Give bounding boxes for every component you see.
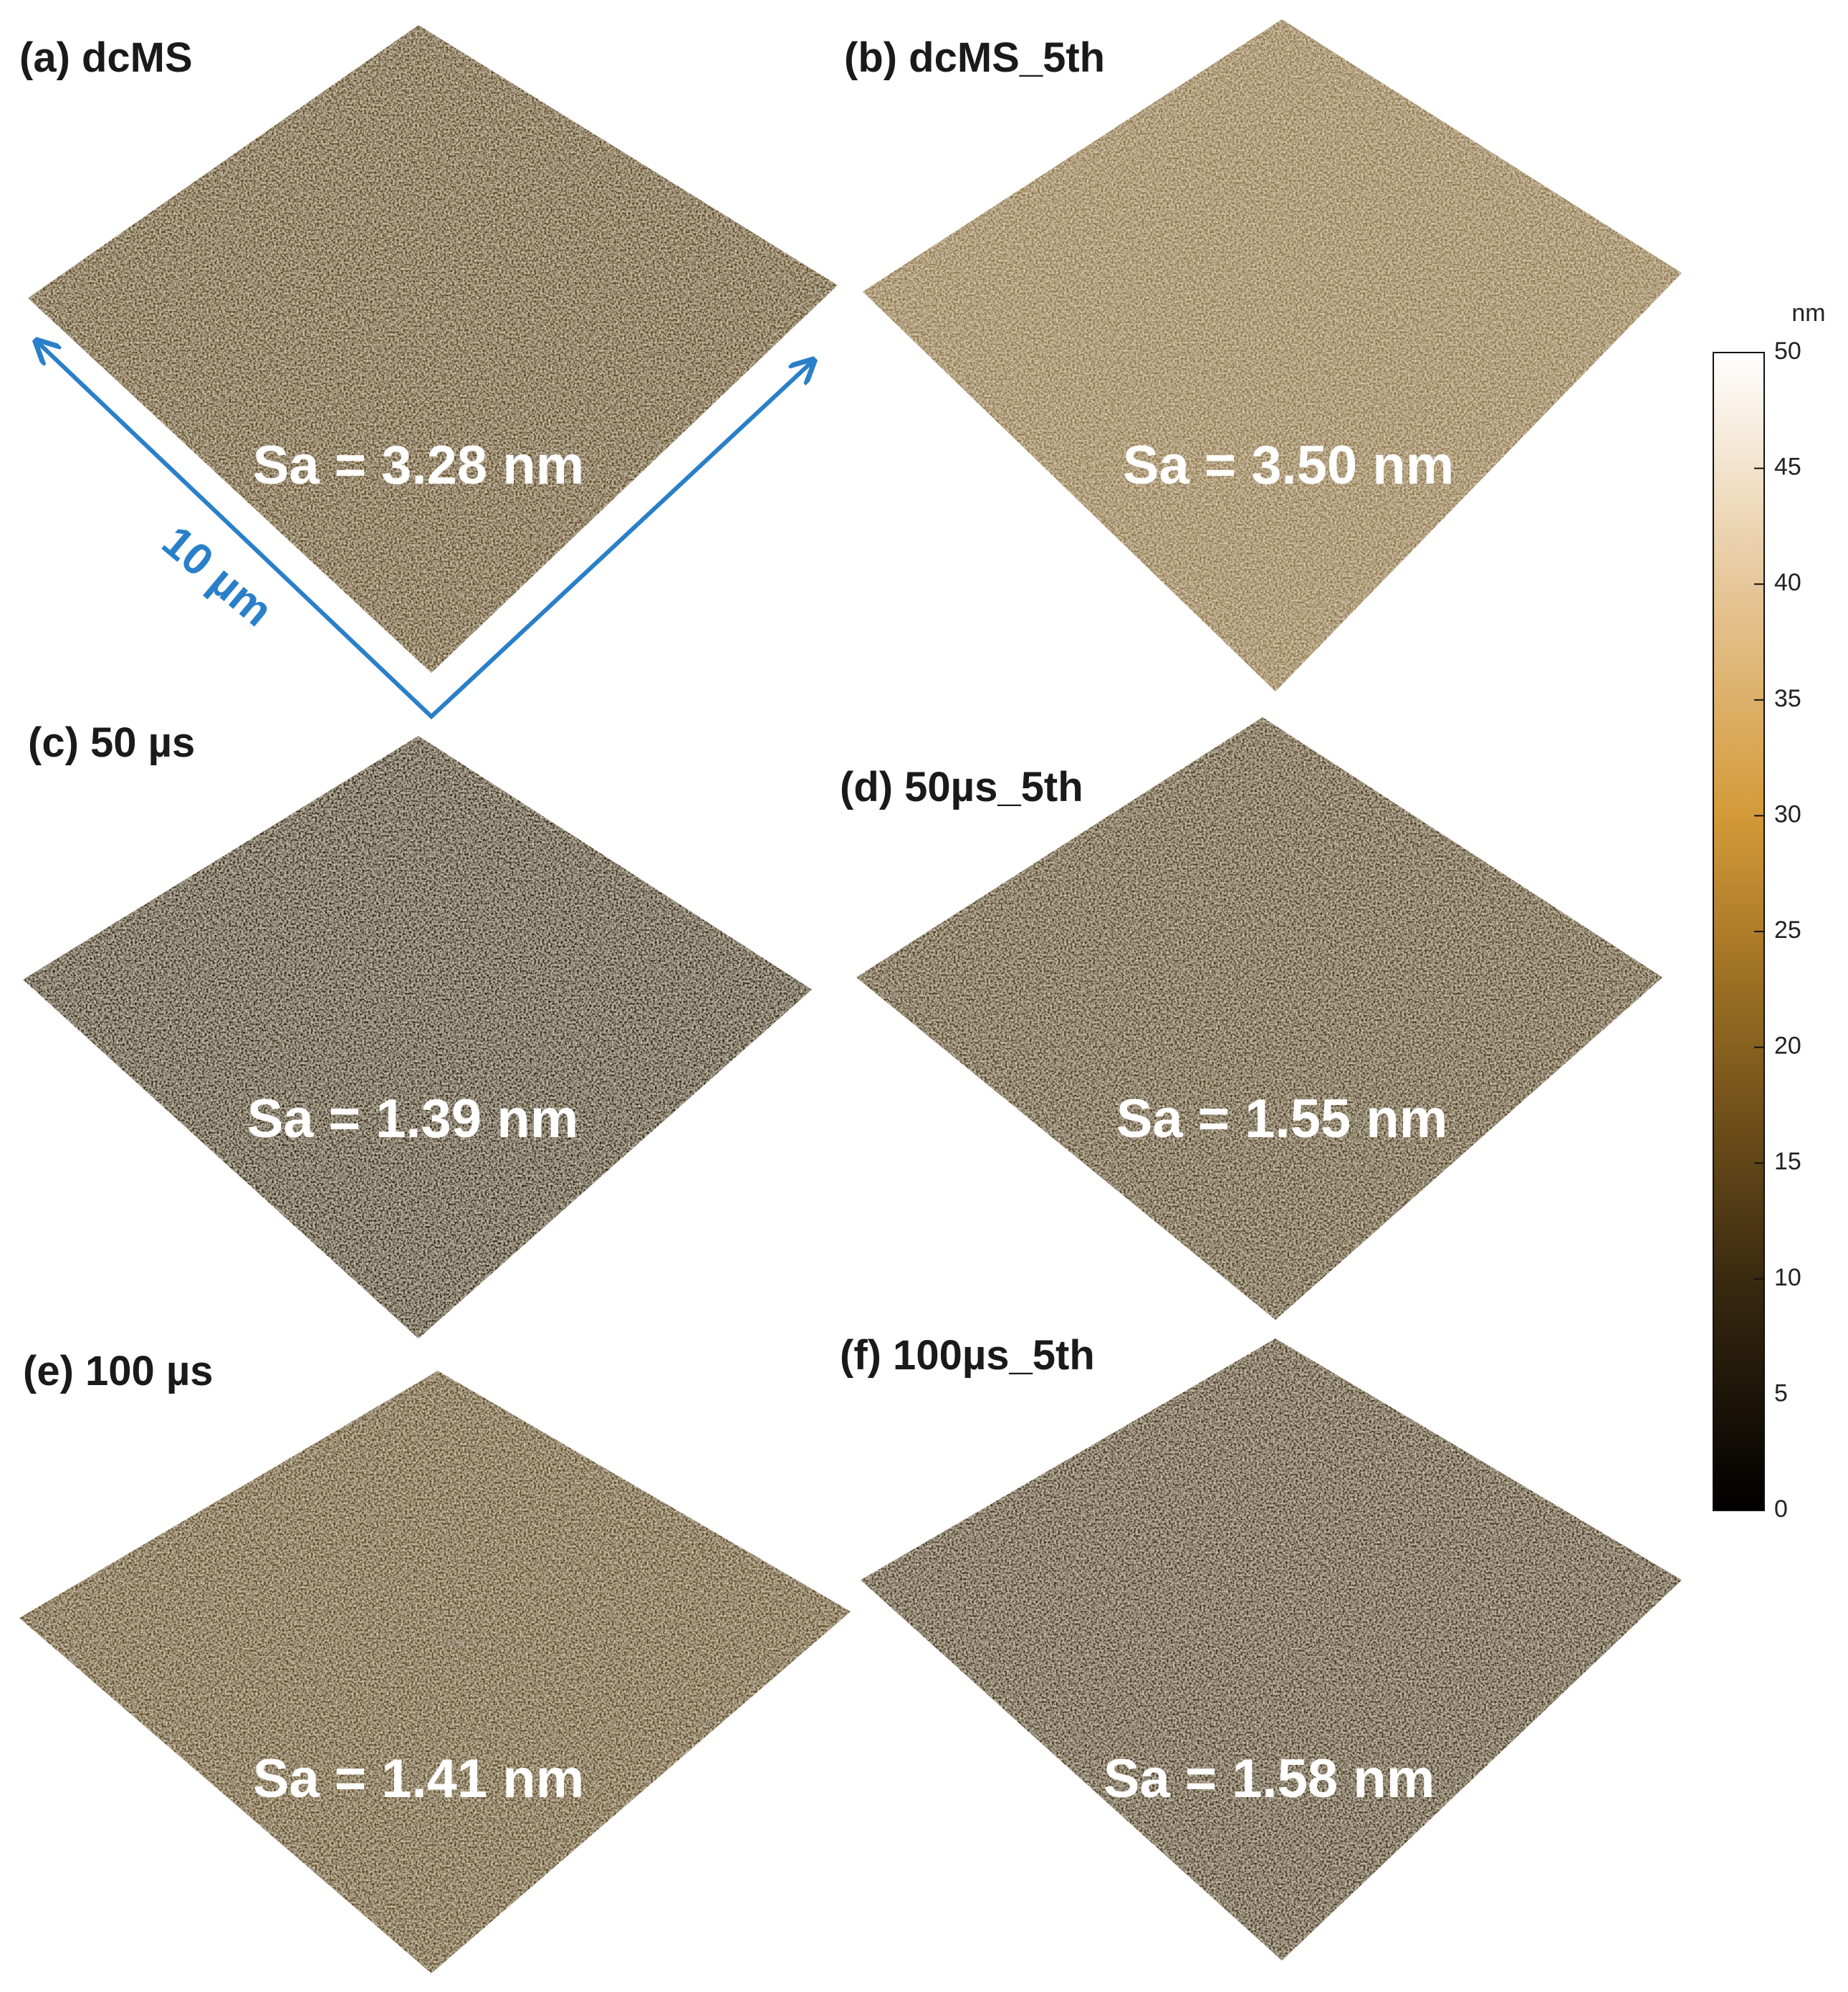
- colorbar-tick-label: 20: [1774, 1033, 1801, 1060]
- colorbar-tick-label: 15: [1774, 1148, 1801, 1175]
- roughness: Sa = 1.58 nm: [1103, 1748, 1435, 1809]
- colorbar-ticks: 0 5 10 15 20 25 30 35 40 45 50: [1754, 337, 1801, 1523]
- colorbar-tick-label: 35: [1774, 685, 1801, 712]
- colorbar-tick-label: 25: [1774, 916, 1801, 944]
- colorbar-tick-label: 40: [1774, 569, 1801, 596]
- roughness: Sa = 1.55 nm: [1116, 1088, 1448, 1149]
- panel-label: (a) dcMS: [19, 34, 193, 81]
- panel-label: (f) 100µs_5th: [840, 1332, 1095, 1379]
- afm-surface: [861, 1339, 1682, 1960]
- roughness: Sa = 3.50 nm: [1123, 435, 1455, 496]
- colorbar-tick-label: 10: [1774, 1264, 1801, 1291]
- colorbar-tick-label: 30: [1774, 800, 1801, 828]
- colorbar-tick-label: 0: [1774, 1495, 1788, 1523]
- colorbar-unit: nm: [1791, 300, 1825, 327]
- scale-label: 10 µm: [153, 517, 282, 636]
- scale-arrow: [38, 343, 812, 720]
- panel-label: (e) 100 µs: [23, 1348, 214, 1394]
- roughness: Sa = 1.39 nm: [247, 1088, 579, 1149]
- panel-label: (d) 50µs_5th: [840, 764, 1083, 810]
- afm-surface: [23, 736, 812, 1339]
- afm-surface: [19, 1371, 851, 1973]
- afm-surface: [28, 25, 838, 673]
- roughness: Sa = 1.41 nm: [253, 1748, 585, 1809]
- panel-label: (c) 50 µs: [28, 719, 195, 766]
- panel-label: (b) dcMS_5th: [844, 34, 1105, 81]
- afm-surface: [856, 717, 1662, 1320]
- colorbar-tick-label: 50: [1774, 337, 1801, 365]
- roughness: Sa = 3.28 nm: [253, 435, 585, 496]
- afm-surface: [863, 19, 1682, 691]
- colorbar-tick-label: 5: [1774, 1379, 1788, 1407]
- colorbar-tick-label: 45: [1774, 454, 1801, 481]
